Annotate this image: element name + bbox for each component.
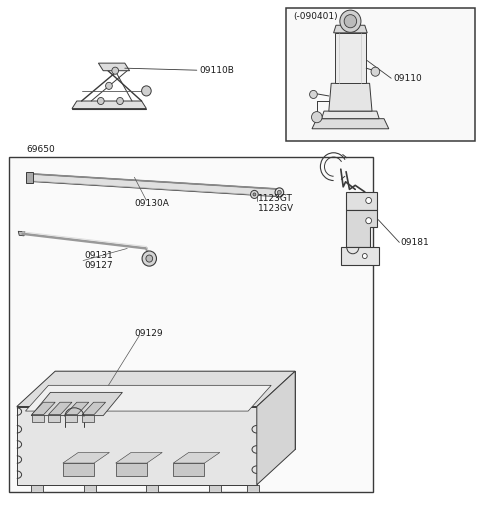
Circle shape xyxy=(366,197,372,204)
Polygon shape xyxy=(26,172,33,183)
Polygon shape xyxy=(84,485,96,492)
Polygon shape xyxy=(82,415,94,422)
Polygon shape xyxy=(63,463,94,476)
Circle shape xyxy=(366,218,372,224)
Polygon shape xyxy=(322,111,379,119)
Text: 09127: 09127 xyxy=(84,261,113,270)
Polygon shape xyxy=(346,192,377,210)
Polygon shape xyxy=(65,415,77,422)
Polygon shape xyxy=(65,402,89,415)
Polygon shape xyxy=(82,402,106,415)
Polygon shape xyxy=(48,415,60,422)
Circle shape xyxy=(142,86,151,96)
Polygon shape xyxy=(334,25,367,33)
Text: 1123GV: 1123GV xyxy=(258,204,294,213)
Polygon shape xyxy=(209,485,221,492)
Bar xyxy=(286,8,475,141)
Polygon shape xyxy=(29,174,276,196)
Circle shape xyxy=(117,97,123,105)
Polygon shape xyxy=(31,485,43,492)
Text: 69650: 69650 xyxy=(26,145,55,155)
Bar xyxy=(9,157,373,492)
Polygon shape xyxy=(55,371,295,449)
Polygon shape xyxy=(257,371,295,485)
Polygon shape xyxy=(32,415,44,422)
Text: 09130A: 09130A xyxy=(134,198,169,208)
Circle shape xyxy=(344,15,357,28)
Circle shape xyxy=(97,97,104,105)
Polygon shape xyxy=(173,463,204,476)
Polygon shape xyxy=(116,463,147,476)
Polygon shape xyxy=(17,371,295,407)
Circle shape xyxy=(362,254,367,259)
Circle shape xyxy=(340,10,361,32)
Polygon shape xyxy=(329,83,372,111)
Circle shape xyxy=(371,67,380,76)
Polygon shape xyxy=(312,119,389,129)
Polygon shape xyxy=(346,210,377,247)
Polygon shape xyxy=(276,449,286,457)
Polygon shape xyxy=(63,452,109,463)
Circle shape xyxy=(312,112,322,123)
Circle shape xyxy=(106,82,112,89)
Polygon shape xyxy=(173,452,220,463)
Polygon shape xyxy=(335,33,366,83)
Circle shape xyxy=(253,193,256,196)
Polygon shape xyxy=(32,402,55,415)
Text: 09131: 09131 xyxy=(84,251,113,260)
Text: (-090401): (-090401) xyxy=(293,12,337,21)
Polygon shape xyxy=(175,449,185,457)
Polygon shape xyxy=(18,231,25,236)
Circle shape xyxy=(277,190,281,194)
Circle shape xyxy=(251,190,258,198)
Polygon shape xyxy=(31,392,122,416)
Polygon shape xyxy=(98,63,130,71)
Text: 09110B: 09110B xyxy=(199,66,234,75)
Text: 09181: 09181 xyxy=(401,238,430,247)
Polygon shape xyxy=(247,485,259,492)
Circle shape xyxy=(112,67,119,74)
Polygon shape xyxy=(17,407,257,485)
Polygon shape xyxy=(72,101,146,109)
Circle shape xyxy=(275,188,284,197)
Polygon shape xyxy=(70,449,79,457)
Circle shape xyxy=(310,90,317,98)
Circle shape xyxy=(142,251,156,266)
Text: 09110: 09110 xyxy=(394,74,422,83)
Circle shape xyxy=(146,255,153,262)
Text: 09129: 09129 xyxy=(134,329,163,338)
Text: 1123GT: 1123GT xyxy=(258,194,293,203)
Polygon shape xyxy=(48,402,72,415)
Polygon shape xyxy=(25,385,271,411)
Polygon shape xyxy=(146,485,158,492)
Polygon shape xyxy=(341,247,379,265)
Polygon shape xyxy=(116,452,162,463)
